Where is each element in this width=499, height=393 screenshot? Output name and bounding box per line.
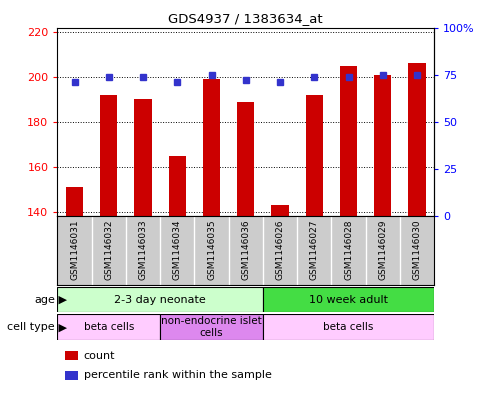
Bar xyxy=(100,95,117,216)
Bar xyxy=(340,66,357,216)
Bar xyxy=(57,314,160,340)
Text: GSM1146031: GSM1146031 xyxy=(70,220,79,280)
Text: cell type: cell type xyxy=(7,322,55,332)
Text: GSM1146030: GSM1146030 xyxy=(413,220,422,280)
Bar xyxy=(160,314,263,340)
Text: 2-3 day neonate: 2-3 day neonate xyxy=(114,295,206,305)
Text: ▶: ▶ xyxy=(55,295,67,305)
Text: count: count xyxy=(84,351,115,361)
Text: age: age xyxy=(34,295,55,305)
Bar xyxy=(271,205,288,216)
Bar xyxy=(263,287,434,312)
Text: beta cells: beta cells xyxy=(83,322,134,332)
Text: GSM1146029: GSM1146029 xyxy=(378,220,387,280)
Text: 10 week adult: 10 week adult xyxy=(309,295,388,305)
Bar xyxy=(203,79,220,216)
Bar xyxy=(65,351,78,360)
Text: GSM1146027: GSM1146027 xyxy=(310,220,319,280)
Text: GSM1146035: GSM1146035 xyxy=(207,220,216,280)
Bar xyxy=(306,95,323,216)
Text: non-endocrine islet
cells: non-endocrine islet cells xyxy=(161,316,262,338)
Text: GSM1146036: GSM1146036 xyxy=(241,220,250,280)
Bar xyxy=(237,102,254,216)
Title: GDS4937 / 1383634_at: GDS4937 / 1383634_at xyxy=(169,12,323,25)
Bar xyxy=(57,287,263,312)
Bar xyxy=(169,156,186,216)
Bar xyxy=(409,63,426,216)
Bar xyxy=(263,314,434,340)
Bar xyxy=(65,371,78,380)
Text: GSM1146026: GSM1146026 xyxy=(275,220,284,280)
Text: percentile rank within the sample: percentile rank within the sample xyxy=(84,370,271,380)
Text: GSM1146033: GSM1146033 xyxy=(139,220,148,280)
Text: ▶: ▶ xyxy=(55,322,67,332)
Bar xyxy=(374,75,391,216)
Bar xyxy=(66,187,83,216)
Text: GSM1146034: GSM1146034 xyxy=(173,220,182,280)
Text: GSM1146032: GSM1146032 xyxy=(104,220,113,280)
Bar xyxy=(134,99,152,216)
Text: GSM1146028: GSM1146028 xyxy=(344,220,353,280)
Text: beta cells: beta cells xyxy=(323,322,374,332)
